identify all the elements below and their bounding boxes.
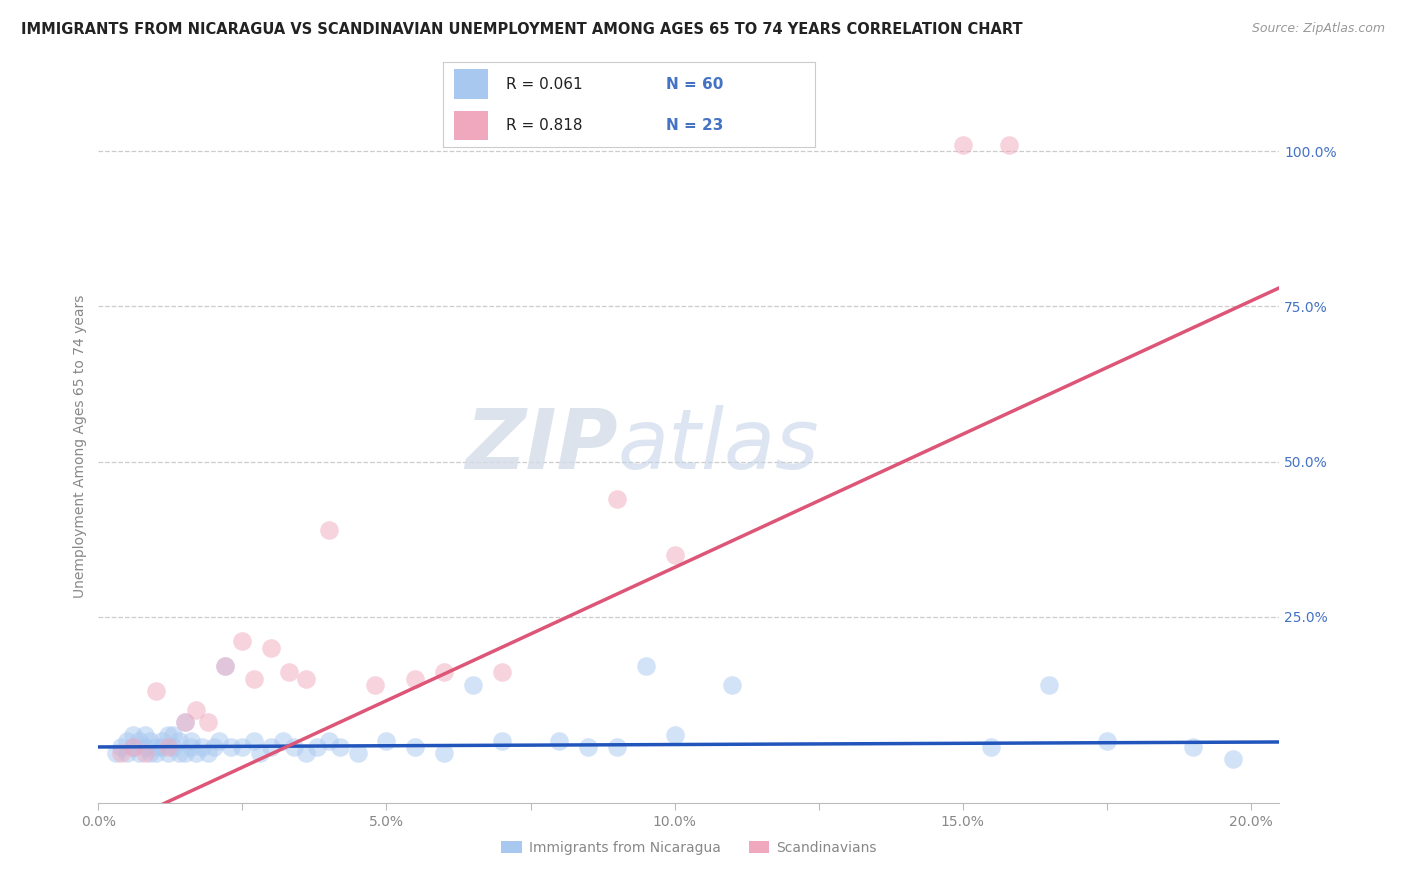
Point	[150, 739, 173, 754]
Point	[318, 733, 340, 747]
Point	[491, 665, 513, 680]
Point	[214, 659, 236, 673]
Point	[260, 739, 283, 754]
Point	[664, 548, 686, 562]
Text: N = 23: N = 23	[666, 118, 724, 133]
Point	[145, 739, 167, 754]
Point	[219, 739, 242, 754]
Point	[139, 733, 162, 747]
Point	[173, 746, 195, 760]
Point	[110, 746, 132, 760]
Point	[150, 733, 173, 747]
Point	[548, 733, 571, 747]
Point	[162, 727, 184, 741]
Point	[145, 684, 167, 698]
Point	[1182, 739, 1205, 754]
Point	[128, 746, 150, 760]
Point	[249, 746, 271, 760]
Point	[277, 665, 299, 680]
Point	[295, 672, 318, 686]
Point	[115, 733, 138, 747]
Text: R = 0.818: R = 0.818	[506, 118, 582, 133]
Point	[162, 739, 184, 754]
Point	[214, 659, 236, 673]
Point	[1095, 733, 1118, 747]
Point	[122, 739, 145, 754]
Point	[231, 634, 253, 648]
Bar	[454, 111, 488, 140]
Point	[139, 746, 162, 760]
Point	[433, 665, 456, 680]
Legend: Immigrants from Nicaragua, Scandinavians: Immigrants from Nicaragua, Scandinavians	[495, 835, 883, 860]
Point	[606, 491, 628, 506]
Point	[1222, 752, 1244, 766]
Text: Source: ZipAtlas.com: Source: ZipAtlas.com	[1251, 22, 1385, 36]
Point	[197, 715, 219, 730]
Point	[243, 733, 266, 747]
Point	[364, 678, 387, 692]
Point	[167, 746, 190, 760]
Point	[104, 746, 127, 760]
Point	[243, 672, 266, 686]
Text: R = 0.061: R = 0.061	[506, 77, 583, 92]
Point	[375, 733, 398, 747]
Point	[173, 715, 195, 730]
Point	[231, 739, 253, 754]
Point	[156, 727, 179, 741]
Point	[167, 733, 190, 747]
Point	[208, 733, 231, 747]
Point	[664, 727, 686, 741]
Point	[997, 138, 1019, 153]
Point	[433, 746, 456, 760]
Point	[180, 739, 202, 754]
Point	[156, 739, 179, 754]
Point	[186, 746, 208, 760]
Point	[202, 739, 225, 754]
Point	[173, 715, 195, 730]
Point	[110, 739, 132, 754]
Text: N = 60: N = 60	[666, 77, 724, 92]
Text: IMMIGRANTS FROM NICARAGUA VS SCANDINAVIAN UNEMPLOYMENT AMONG AGES 65 TO 74 YEARS: IMMIGRANTS FROM NICARAGUA VS SCANDINAVIA…	[21, 22, 1022, 37]
Point	[461, 678, 484, 692]
Text: ZIP: ZIP	[465, 406, 619, 486]
Point	[404, 739, 426, 754]
Point	[721, 678, 744, 692]
Point	[271, 733, 294, 747]
Bar	[454, 70, 488, 99]
Point	[295, 746, 318, 760]
Point	[191, 739, 214, 754]
Point	[404, 672, 426, 686]
Point	[128, 733, 150, 747]
Point	[606, 739, 628, 754]
Point	[122, 727, 145, 741]
Point	[307, 739, 329, 754]
Point	[634, 659, 657, 673]
Point	[576, 739, 599, 754]
Y-axis label: Unemployment Among Ages 65 to 74 years: Unemployment Among Ages 65 to 74 years	[73, 294, 87, 598]
Text: atlas: atlas	[619, 406, 820, 486]
Point	[283, 739, 305, 754]
Point	[134, 746, 156, 760]
Point	[952, 138, 974, 153]
Point	[122, 739, 145, 754]
Point	[134, 739, 156, 754]
Point	[980, 739, 1002, 754]
Point	[145, 746, 167, 760]
Point	[156, 746, 179, 760]
Point	[180, 733, 202, 747]
Point	[491, 733, 513, 747]
Point	[115, 746, 138, 760]
Point	[197, 746, 219, 760]
Point	[134, 727, 156, 741]
Point	[329, 739, 352, 754]
Point	[346, 746, 368, 760]
Point	[186, 703, 208, 717]
Point	[1038, 678, 1060, 692]
Point	[260, 640, 283, 655]
Point	[318, 523, 340, 537]
